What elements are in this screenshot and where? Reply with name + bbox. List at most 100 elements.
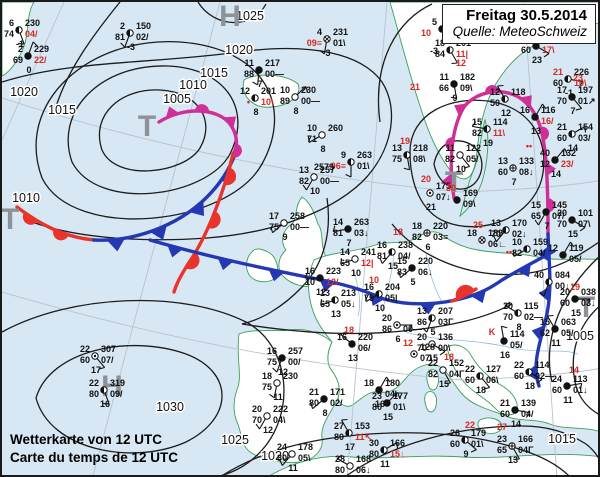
station-value-bottom: 8: [320, 144, 325, 154]
station-plot: 16 257 75 00/12: [267, 346, 303, 377]
station-plot: 13 218 75 08\: [392, 143, 428, 171]
wind-barb-shaft: [461, 157, 471, 167]
station-value-topright: 119: [569, 243, 584, 253]
wind-barb-tick: [98, 366, 105, 370]
station-value-bottom: 13: [331, 309, 341, 319]
station-value-topright: 170: [512, 218, 527, 228]
station-plot: 24 178 80 05\11: [277, 442, 313, 473]
wind-barb-tick: [547, 314, 554, 317]
station-value-topright: 307: [101, 344, 116, 354]
station-value-bottom: 13: [508, 455, 518, 465]
cloud-cover-half: [375, 290, 379, 298]
station-value-bottom: 13: [348, 353, 358, 363]
annotation-label: 20: [421, 174, 431, 184]
cloud-cover-x: [324, 36, 330, 42]
wind-barb-shaft: [536, 103, 543, 115]
station-value-topleft: 20: [503, 301, 513, 311]
station-value-bottom: 18: [525, 381, 535, 391]
station-value-bottom: 16: [375, 399, 385, 409]
cold-front-triangle: [217, 257, 234, 271]
wind-barb-tick: [579, 227, 586, 232]
station-value-left: 60: [514, 371, 524, 381]
station-value-topleft: 18: [412, 221, 422, 231]
station-value-left: 60: [498, 167, 508, 177]
station-value-topright: 238: [398, 240, 413, 250]
station-value-left: 65: [340, 258, 350, 268]
station-value-topright: 133: [519, 156, 534, 166]
station-value-left: 69: [13, 55, 23, 65]
station-value-topright: 207: [438, 306, 453, 316]
front-marker-group: [520, 95, 532, 108]
annotation-label: 23: [573, 73, 583, 83]
station-value-right: 05/: [510, 340, 523, 350]
front-marker-group: [22, 212, 38, 225]
station-value-topleft: 18: [364, 378, 374, 388]
station-plot: 16 238 81 04/15: [377, 240, 413, 271]
station-value-topright: 116: [541, 105, 556, 115]
wind-barb-shaft: [333, 229, 345, 233]
wind-barb-tick: [536, 379, 543, 384]
station-value-topright: 189: [488, 228, 503, 238]
station-value-bottom: 11: [563, 395, 573, 405]
annotation-label: ••: [526, 141, 532, 151]
cloud-cover-fill: [531, 113, 539, 121]
station-value-left: 60: [560, 298, 570, 308]
station-value-topleft: 16: [520, 105, 530, 115]
station-value-right: 06↓: [418, 267, 433, 277]
station-plot: 22 127 60 06\18: [465, 364, 501, 395]
cold-front-triangle: [516, 263, 531, 277]
station-value-bottom: -1: [16, 39, 24, 49]
isobar-path: [409, 99, 545, 228]
wind-barb-shaft: [497, 85, 504, 97]
station-value-topleft: 18: [435, 38, 445, 48]
wind-barb-shaft: [381, 254, 391, 264]
station-plot: 26 179 60 01\9: [450, 428, 486, 459]
station-value-left: 60: [552, 385, 562, 395]
isobar-path: [2, 299, 285, 475]
wind-barb-tick: [396, 442, 399, 449]
annotation-label: 19: [570, 282, 580, 292]
map-source: Quelle: MeteoSchweiz: [452, 24, 587, 40]
wind-barb-tick: [539, 291, 545, 297]
cloud-cover-dot: [93, 354, 97, 358]
front-marker-group: [454, 103, 466, 116]
annotation-label: 27: [497, 422, 507, 432]
wind-barb-tick: [18, 43, 25, 45]
station-value-left: 82: [472, 128, 482, 138]
station-value-bottom: 8: [293, 106, 298, 116]
isobar-path: [2, 47, 393, 241]
wind-barb-shaft: [547, 315, 554, 327]
annotation-label: ••: [506, 247, 512, 257]
station-value-bottom: 9: [452, 93, 457, 103]
isobar-path: [548, 256, 598, 383]
station-value-right: 07\: [578, 219, 591, 229]
station-value-right: 09/: [110, 389, 123, 399]
station-value-right: 02—: [524, 312, 543, 322]
front-marker-group: [485, 85, 500, 93]
station-value-left: 62: [540, 328, 550, 338]
cloud-cover-half: [545, 278, 549, 286]
cloud-cover-symbol: [263, 412, 271, 420]
header-box: Freitag 30.5.2014 Quelle: MeteoSchweiz: [441, 4, 596, 44]
wind-barb-shaft: [538, 47, 550, 54]
station-value-topright: 128: [420, 342, 435, 352]
station-value-topright: 169: [463, 188, 478, 198]
wind-barb-tick: [341, 418, 348, 421]
cloud-cover-half: [476, 372, 480, 380]
station-value-right: 05|: [385, 293, 398, 303]
station-value-right: 00—: [320, 176, 339, 186]
station-value-topright: 150: [136, 21, 151, 31]
station-value-topright: 166: [390, 438, 405, 448]
cloud-cover-half: [403, 151, 407, 159]
wind-barb-tick: [579, 383, 583, 390]
station-value-left: 60: [521, 45, 531, 55]
station-value-topright: 201: [261, 86, 276, 96]
wind-barb-tick: [340, 331, 347, 335]
station-value-topleft: 21: [553, 67, 563, 77]
station-plot: 11 122 82 05/10: [445, 143, 481, 174]
station-plot: 20 101 70 07\15: [557, 208, 593, 239]
station-value-topright: 257: [288, 346, 303, 356]
cloud-cover-half: [15, 26, 19, 34]
cloud-cover-half: [251, 94, 255, 102]
